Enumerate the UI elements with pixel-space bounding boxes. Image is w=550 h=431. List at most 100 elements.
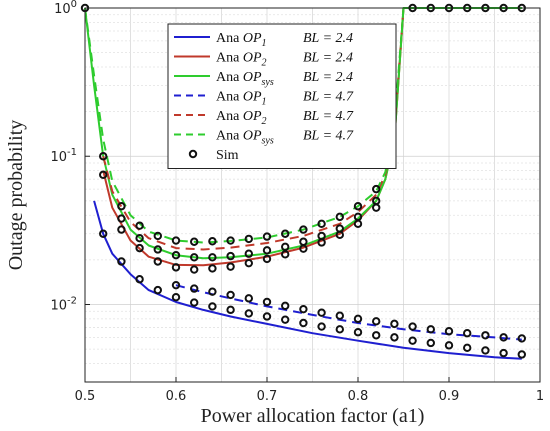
sim-marker — [190, 253, 199, 262]
sim-marker — [499, 348, 508, 358]
sim-marker — [353, 202, 363, 211]
sim-marker — [299, 225, 308, 234]
sim-marker — [208, 287, 217, 296]
sim-marker — [372, 331, 381, 340]
sim-marker — [117, 257, 126, 266]
sim-marker — [190, 237, 199, 246]
sim-marker — [299, 318, 308, 328]
sim-marker — [226, 251, 235, 261]
legend-label: Ana OP1 BL = 4.7 — [216, 90, 354, 108]
sim-marker — [335, 230, 344, 240]
x-tick-label: 0.9 — [439, 389, 460, 404]
legend-label: Ana OP1 BL = 2.4 — [216, 31, 353, 49]
sim-marker — [244, 294, 254, 303]
sim-marker — [153, 245, 163, 254]
legend-swatch — [188, 149, 198, 159]
sim-marker — [208, 253, 217, 262]
sim-marker — [208, 264, 217, 273]
legend-label: Ana OP2 BL = 4.7 — [216, 109, 354, 127]
sim-marker — [299, 304, 308, 314]
sim-marker — [135, 275, 144, 284]
sim-marker — [262, 297, 272, 307]
x-axis-label: Power allocation factor (a1) — [201, 405, 425, 427]
sim-marker — [481, 331, 490, 340]
sim-marker — [335, 311, 344, 320]
sim-marker — [153, 257, 163, 266]
sim-marker — [99, 229, 108, 238]
sim-marker — [499, 333, 508, 342]
sim-marker — [99, 170, 108, 179]
sim-marker — [317, 219, 326, 229]
x-tick-label: 0.6 — [166, 389, 187, 404]
sim-marker — [226, 262, 235, 271]
sim-marker — [153, 285, 163, 295]
sim-marker — [281, 229, 290, 238]
x-tick-label: 0.5 — [75, 389, 96, 404]
sim-marker — [244, 249, 254, 258]
y-tick-label: 10-2 — [50, 295, 77, 313]
plot-frame — [84, 7, 541, 383]
sim-marker — [463, 329, 472, 338]
sim-marker — [372, 184, 381, 194]
sim-marker — [390, 319, 399, 329]
axis-ticks: 0.5 0.6 0.7 0.8 0.9 1 100 10-1 10-2 — [50, 0, 544, 404]
sim-marker — [390, 333, 399, 342]
legend-box — [167, 23, 397, 169]
sim-marker — [408, 322, 417, 331]
sim-marker — [117, 225, 126, 234]
sim-marker — [244, 258, 254, 268]
sim-marker — [135, 233, 144, 243]
sim-marker — [372, 203, 381, 212]
sim-marker — [208, 302, 217, 311]
sim-marker — [281, 301, 290, 310]
sim-marker — [299, 244, 308, 253]
x-tick-label: 0.7 — [257, 389, 278, 404]
sim-marker — [226, 290, 235, 300]
sim-marker — [281, 250, 290, 259]
x-tick-label: 0.8 — [348, 389, 369, 404]
sim-marker — [353, 219, 363, 229]
series-line — [84, 7, 522, 244]
sim-marker — [117, 214, 126, 223]
sim-marker — [171, 263, 181, 272]
sim-marker — [317, 322, 326, 331]
sim-marker — [481, 346, 490, 355]
sim-marker — [372, 317, 381, 326]
sim-marker — [517, 350, 526, 359]
sim-marker — [335, 325, 344, 334]
sim-marker — [281, 242, 290, 251]
sim-marker — [208, 237, 217, 246]
sim-marker — [353, 328, 363, 337]
sim-marker — [335, 212, 344, 222]
sim-marker — [190, 284, 199, 293]
sim-marker — [262, 232, 272, 241]
legend-label: Ana OPsys BL = 2.4 — [216, 70, 353, 88]
sim-marker — [135, 243, 144, 253]
sim-marker — [244, 234, 254, 244]
sim-marker — [317, 238, 326, 247]
sim-marker — [353, 314, 363, 324]
y-axis-label: Outage probability — [5, 120, 27, 271]
sim-marker — [426, 338, 435, 348]
y-tick-label: 10-1 — [50, 147, 77, 165]
sim-marker — [426, 325, 435, 334]
sim-marker — [171, 236, 181, 245]
x-tick-label: 1 — [536, 389, 544, 404]
legend-label: Ana OP2 BL = 2.4 — [216, 51, 353, 69]
sim-marker — [444, 327, 454, 336]
sim-marker — [190, 265, 199, 274]
sim-marker — [444, 341, 454, 350]
sim-marker — [135, 221, 144, 230]
sim-marker — [171, 251, 181, 260]
sim-marker — [262, 246, 272, 255]
sim-marker — [317, 308, 326, 317]
sim-marker — [463, 343, 472, 353]
series-line — [175, 284, 522, 341]
y-tick-label: 100 — [54, 0, 77, 17]
sim-marker — [226, 236, 235, 245]
sim-marker — [171, 280, 181, 290]
sim-marker — [153, 231, 163, 241]
sim-marker — [281, 315, 290, 324]
sim-marker — [171, 292, 181, 302]
